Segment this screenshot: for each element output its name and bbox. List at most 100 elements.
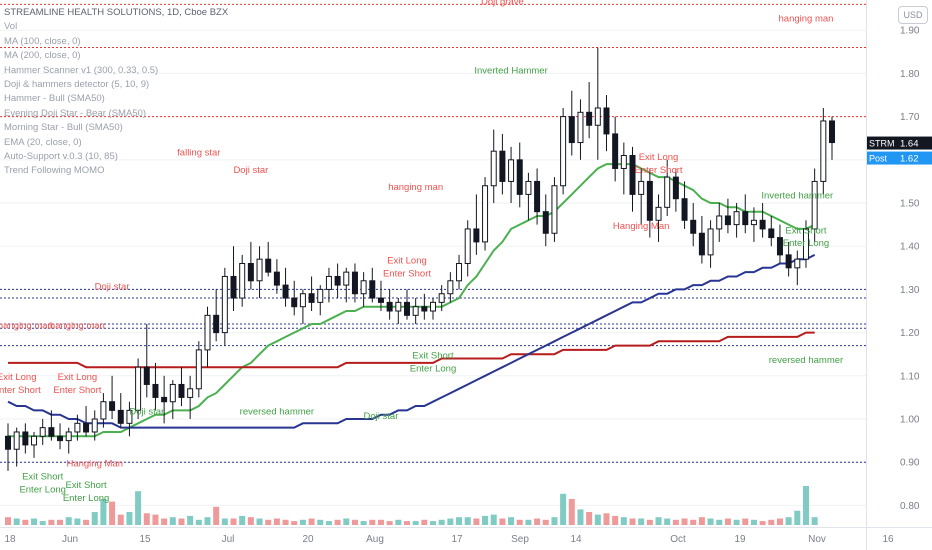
volume-bar bbox=[716, 519, 723, 525]
volume-bar bbox=[247, 517, 254, 525]
volume-bar bbox=[334, 519, 341, 525]
candle-body bbox=[811, 180, 818, 230]
candle-body bbox=[351, 271, 358, 295]
volume-bar bbox=[204, 517, 211, 525]
volume-bar bbox=[178, 518, 185, 525]
candle-body bbox=[681, 198, 688, 221]
volume-bars bbox=[5, 486, 818, 525]
pattern-label: Enter Short bbox=[634, 165, 682, 176]
candle-body bbox=[534, 180, 541, 213]
pattern-annotations: Doji grave hanging man Inverted Hammer fall… bbox=[0, 0, 843, 504]
price-axis[interactable]: 1.901.801.701.601.501.401.301.201.101.00… bbox=[900, 26, 920, 512]
candle-body bbox=[31, 435, 38, 446]
candle-body bbox=[239, 263, 246, 299]
volume-bar bbox=[568, 499, 575, 525]
candle-body bbox=[334, 275, 341, 286]
volume-bar bbox=[629, 518, 636, 525]
candle-body bbox=[22, 431, 29, 446]
volume-bar bbox=[551, 517, 558, 525]
volume-bar bbox=[456, 517, 463, 525]
pattern-label: Exit Short bbox=[22, 471, 64, 482]
volume-bar bbox=[65, 517, 72, 525]
currency-badge[interactable]: USD bbox=[898, 6, 928, 24]
volume-bar bbox=[516, 519, 523, 525]
candle-body bbox=[135, 366, 142, 411]
price-tick-label: 1.40 bbox=[900, 242, 920, 253]
volume-bar bbox=[91, 512, 98, 525]
price-tag-label-bg bbox=[867, 151, 892, 165]
volume-bar bbox=[430, 521, 437, 525]
candle-body bbox=[768, 228, 775, 239]
volume-bar bbox=[109, 501, 116, 525]
candle-body bbox=[117, 409, 124, 424]
volume-bar bbox=[664, 518, 671, 525]
price-tick-label: 0.80 bbox=[900, 501, 920, 512]
volume-bar bbox=[403, 521, 410, 525]
volume-bar bbox=[117, 514, 124, 525]
candle-body bbox=[672, 176, 679, 200]
pattern-label: Enter Short bbox=[383, 268, 431, 279]
candle-body bbox=[664, 176, 671, 208]
candle-body bbox=[577, 111, 584, 144]
volume-bar bbox=[811, 517, 818, 525]
price-tick-label: 1.00 bbox=[900, 415, 920, 426]
volume-bar bbox=[282, 519, 289, 525]
candle-body bbox=[83, 422, 90, 433]
volume-bar bbox=[57, 519, 64, 525]
candle-body bbox=[39, 427, 46, 437]
volume-bar bbox=[785, 517, 792, 525]
price-tag-symbol: Post bbox=[869, 154, 888, 164]
moving-average-lines bbox=[7, 163, 816, 438]
volume-bar bbox=[5, 517, 11, 525]
volume-bar bbox=[369, 519, 376, 525]
volume-bar bbox=[39, 521, 46, 525]
candle-body bbox=[482, 185, 489, 243]
candle-body bbox=[412, 306, 419, 316]
candle-body bbox=[256, 258, 263, 282]
pattern-label: Doji star bbox=[364, 411, 399, 422]
pattern-label: hanging man bbox=[388, 182, 443, 193]
volume-bar bbox=[325, 521, 332, 525]
volume-bar bbox=[464, 517, 471, 525]
candle-body bbox=[551, 185, 558, 234]
pattern-label: hanging man bbox=[0, 320, 53, 331]
pattern-label: reversed hammer bbox=[240, 407, 314, 418]
volume-bar bbox=[733, 519, 740, 525]
pattern-label: reversed hammer bbox=[769, 355, 843, 366]
candle-body bbox=[716, 215, 723, 230]
candle-body bbox=[620, 155, 627, 169]
volume-bar bbox=[273, 518, 280, 525]
candle-body bbox=[48, 427, 55, 437]
pattern-label: hanging man bbox=[50, 320, 105, 331]
date-tick-label: Aug bbox=[366, 534, 384, 545]
volume-bar bbox=[421, 519, 428, 525]
volume-bar bbox=[213, 506, 220, 525]
candle-body bbox=[733, 211, 740, 226]
volume-bar bbox=[655, 517, 662, 525]
volume-bar bbox=[646, 519, 653, 525]
date-tick-label: 16 bbox=[882, 534, 894, 545]
time-axis[interactable]: 18 Jun 15 Jul 20 Aug 17 Sep 14 Oct 19 Nov 16 bbox=[4, 534, 894, 545]
volume-bar bbox=[317, 519, 324, 525]
volume-bar bbox=[135, 491, 142, 525]
volume-bar bbox=[343, 518, 350, 525]
volume-bar bbox=[100, 499, 107, 525]
candle-body bbox=[395, 301, 402, 312]
volume-bar bbox=[83, 519, 90, 525]
candle-body bbox=[724, 215, 731, 226]
volume-bar bbox=[299, 519, 306, 525]
volume-bar bbox=[690, 519, 697, 525]
candle-body bbox=[508, 159, 515, 182]
volume-bar bbox=[265, 519, 272, 525]
volume-bar bbox=[525, 519, 532, 525]
pattern-label: Exit Long bbox=[639, 152, 679, 163]
candle-body bbox=[369, 280, 376, 299]
candle-body bbox=[308, 293, 315, 303]
pattern-label: Exit Short bbox=[65, 480, 107, 491]
volume-bar bbox=[143, 513, 150, 525]
candle-body bbox=[299, 293, 306, 308]
volume-bar bbox=[291, 521, 298, 525]
candle-body bbox=[707, 228, 714, 256]
price-tag: STRM 1.64 bbox=[867, 136, 932, 150]
